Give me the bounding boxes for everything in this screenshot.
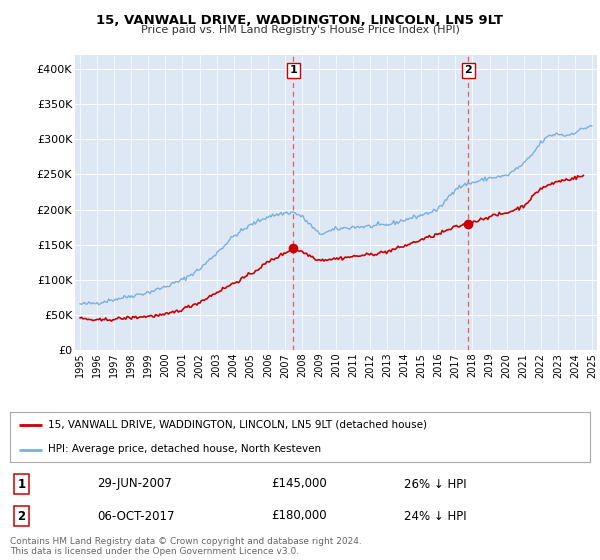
Text: 26% ↓ HPI: 26% ↓ HPI xyxy=(404,478,467,491)
Text: 24% ↓ HPI: 24% ↓ HPI xyxy=(404,510,467,522)
Text: 1: 1 xyxy=(289,66,297,76)
Text: Contains HM Land Registry data © Crown copyright and database right 2024.
This d: Contains HM Land Registry data © Crown c… xyxy=(10,536,362,556)
Text: Price paid vs. HM Land Registry's House Price Index (HPI): Price paid vs. HM Land Registry's House … xyxy=(140,25,460,35)
Text: 15, VANWALL DRIVE, WADDINGTON, LINCOLN, LN5 9LT (detached house): 15, VANWALL DRIVE, WADDINGTON, LINCOLN, … xyxy=(48,419,427,430)
Text: £180,000: £180,000 xyxy=(271,510,326,522)
Text: 06-OCT-2017: 06-OCT-2017 xyxy=(97,510,175,522)
Text: 1: 1 xyxy=(17,478,26,491)
Text: 2: 2 xyxy=(464,66,472,76)
Text: £145,000: £145,000 xyxy=(271,478,327,491)
Text: 29-JUN-2007: 29-JUN-2007 xyxy=(97,478,172,491)
Text: HPI: Average price, detached house, North Kesteven: HPI: Average price, detached house, Nort… xyxy=(48,445,321,455)
Text: 15, VANWALL DRIVE, WADDINGTON, LINCOLN, LN5 9LT: 15, VANWALL DRIVE, WADDINGTON, LINCOLN, … xyxy=(97,14,503,27)
Text: 2: 2 xyxy=(17,510,26,522)
